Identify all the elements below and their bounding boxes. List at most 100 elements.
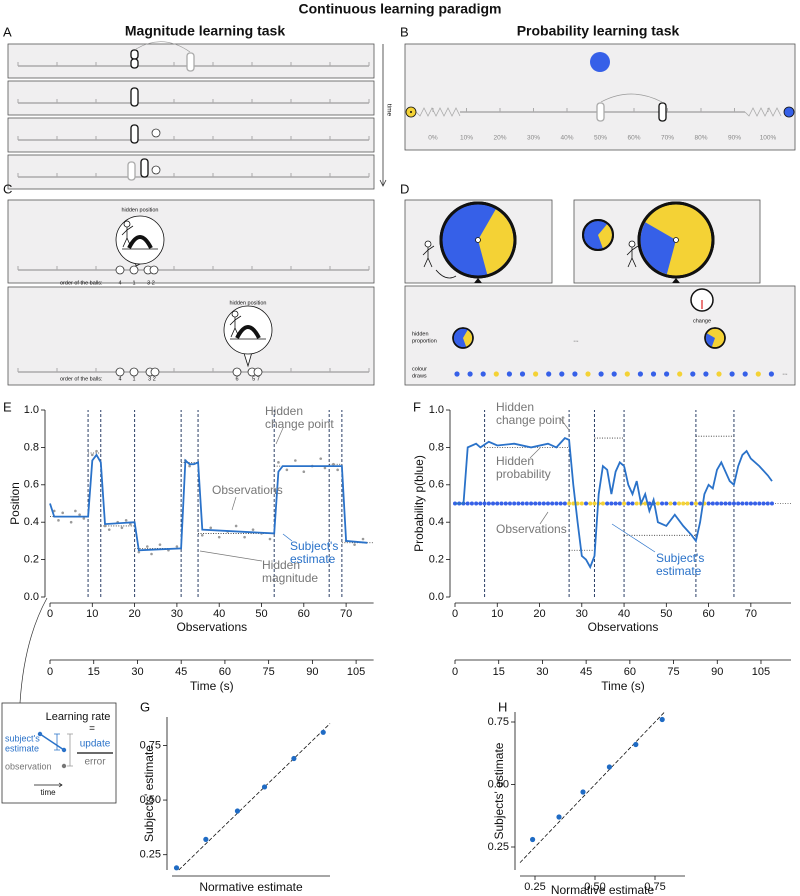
observation bbox=[668, 501, 673, 506]
pie-center bbox=[673, 237, 679, 243]
observation bbox=[550, 501, 555, 506]
observation bbox=[78, 513, 81, 517]
task-box bbox=[7, 199, 375, 284]
scale-label: 90% bbox=[728, 135, 741, 142]
bucket bbox=[596, 102, 605, 122]
annotation: Observations bbox=[212, 483, 283, 497]
observation bbox=[103, 524, 107, 528]
observation bbox=[677, 501, 681, 506]
panel-label: A bbox=[3, 24, 12, 39]
observation bbox=[495, 501, 500, 506]
observation bbox=[217, 535, 221, 539]
observation bbox=[541, 501, 546, 506]
observation bbox=[740, 501, 745, 506]
annotation: Hidden bbox=[265, 404, 303, 418]
observation bbox=[52, 509, 56, 513]
scale-label: 30% bbox=[527, 135, 540, 142]
scale-label: 70% bbox=[661, 135, 674, 142]
observation bbox=[332, 462, 335, 466]
ball-order: 1 bbox=[132, 376, 135, 382]
annotation: Hidden bbox=[262, 558, 300, 572]
point bbox=[234, 808, 241, 814]
point bbox=[580, 789, 586, 795]
pointer bbox=[474, 278, 482, 283]
observation bbox=[482, 501, 487, 506]
observation bbox=[685, 501, 690, 506]
trial-box bbox=[7, 117, 375, 153]
inset-time-arrow-head bbox=[58, 782, 63, 788]
hidden-position-label: hidden position bbox=[121, 207, 158, 213]
bubble bbox=[115, 215, 165, 265]
colour-draw bbox=[755, 371, 761, 377]
colour-draws-label: colour bbox=[412, 366, 427, 372]
x-tick-label: 0.50 bbox=[584, 881, 605, 893]
y-tick-label: 0.8 bbox=[24, 441, 39, 453]
observation bbox=[588, 501, 593, 506]
annotation: estimate bbox=[656, 564, 702, 578]
observation bbox=[753, 501, 758, 506]
observation bbox=[584, 501, 589, 506]
annotation: probability bbox=[496, 467, 551, 481]
ball bbox=[151, 165, 161, 175]
ball bbox=[232, 367, 242, 377]
pie-ring bbox=[637, 201, 715, 279]
end-dot bbox=[410, 111, 412, 113]
observation bbox=[209, 526, 213, 530]
ball-order: 6 bbox=[235, 376, 238, 382]
observation bbox=[626, 501, 631, 506]
x2-tick-label: 90 bbox=[711, 666, 723, 678]
spin-arrow bbox=[435, 269, 457, 279]
y-tick-label: 0.4 bbox=[429, 516, 444, 528]
x-tick-label: 0 bbox=[452, 608, 458, 620]
change-label: change bbox=[693, 318, 711, 324]
annotation-leader bbox=[611, 523, 656, 553]
ball bbox=[115, 265, 125, 275]
colour-draw bbox=[598, 371, 604, 377]
x2-tick-label: 75 bbox=[667, 666, 679, 678]
ball bbox=[129, 367, 139, 377]
estimate-line bbox=[455, 437, 773, 570]
observation bbox=[554, 501, 559, 506]
x2-tick-label: 15 bbox=[493, 666, 505, 678]
observation bbox=[715, 501, 720, 506]
point bbox=[556, 814, 562, 820]
colour-draw bbox=[546, 371, 552, 377]
colour-draw bbox=[664, 371, 670, 377]
pie-wedge bbox=[478, 209, 514, 275]
colour-draw bbox=[637, 371, 644, 377]
observation bbox=[698, 501, 703, 506]
ball bbox=[149, 265, 159, 275]
y-tick-label: 0.8 bbox=[429, 441, 444, 453]
person-body bbox=[422, 245, 435, 268]
annotation-leader bbox=[539, 511, 549, 525]
order-label: order of the balls: bbox=[60, 280, 103, 286]
inset-point bbox=[61, 763, 67, 769]
task-box bbox=[7, 286, 375, 386]
inset-estimate: estimate bbox=[5, 743, 39, 753]
identity-line bbox=[519, 711, 665, 863]
colour-draw bbox=[677, 371, 683, 377]
trial-box bbox=[7, 154, 375, 190]
observation bbox=[719, 501, 724, 506]
observation bbox=[120, 526, 124, 530]
pie-wedge bbox=[705, 333, 715, 347]
x-tick-label: 60 bbox=[298, 608, 310, 620]
x-axis-label: Observations bbox=[176, 620, 247, 634]
observation bbox=[579, 501, 584, 506]
bucket bbox=[130, 124, 139, 144]
colour-draw bbox=[506, 371, 512, 377]
observation bbox=[537, 501, 542, 506]
colour-draw bbox=[572, 371, 578, 377]
observation bbox=[474, 501, 479, 506]
observation bbox=[757, 501, 762, 506]
x2-tick-label: 60 bbox=[624, 666, 636, 678]
person-head bbox=[231, 310, 239, 318]
point bbox=[261, 784, 268, 790]
observation bbox=[516, 501, 521, 506]
observation bbox=[613, 501, 618, 506]
observation bbox=[723, 501, 728, 506]
observation bbox=[234, 524, 238, 528]
observation bbox=[302, 470, 306, 474]
observation bbox=[319, 457, 323, 460]
y-tick-label: 0.2 bbox=[24, 554, 39, 566]
